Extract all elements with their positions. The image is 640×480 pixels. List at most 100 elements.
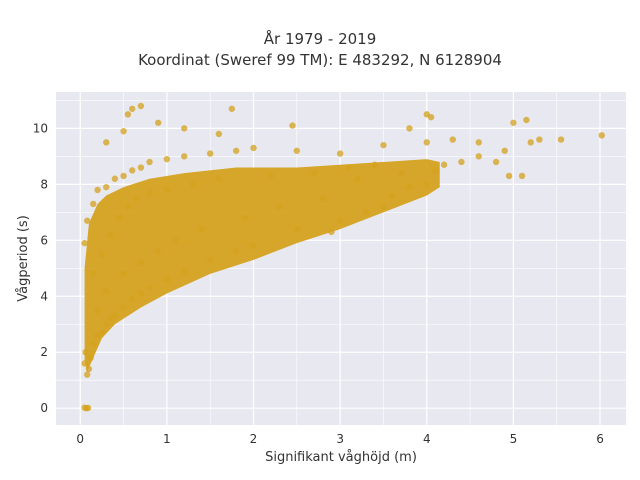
scatter-point — [458, 158, 465, 166]
scatter-point — [103, 287, 110, 294]
scatter-point — [380, 203, 387, 210]
scatter-point — [475, 139, 482, 146]
scatter-point — [510, 119, 517, 126]
scatter-point — [336, 150, 344, 157]
scatter-point — [293, 147, 301, 154]
scatter-point — [155, 248, 162, 255]
scatter-point — [423, 139, 430, 146]
scatter-point — [475, 153, 482, 160]
scatter-point — [90, 200, 97, 208]
scatter-point — [380, 141, 387, 149]
scatter-point — [155, 119, 162, 126]
scatter-point — [336, 217, 344, 224]
data-points — [81, 102, 605, 412]
scatter-point — [181, 125, 188, 132]
scatter-point — [371, 161, 378, 168]
scatter-point — [432, 167, 439, 174]
scatter-point — [146, 284, 153, 292]
scatter-point — [289, 122, 296, 129]
scatter-point — [83, 217, 91, 224]
scatter-point — [206, 256, 214, 264]
scatter-point — [90, 340, 97, 348]
scatter-point — [111, 175, 119, 182]
scatter-point — [440, 161, 448, 168]
scatter-point — [598, 132, 605, 139]
scatter-point — [129, 167, 136, 174]
y-tick-label: 8 — [40, 177, 48, 191]
scatter-point — [85, 365, 93, 373]
scatter-point — [328, 228, 335, 236]
scatter-point — [146, 189, 153, 196]
scatter-point — [215, 130, 223, 138]
scatter-point — [449, 136, 456, 143]
scatter-point — [505, 172, 513, 180]
scatter-point — [492, 158, 500, 166]
y-axis-title: Vågperiod (s) — [16, 215, 31, 302]
scatter-point — [163, 276, 171, 283]
scatter-point — [206, 150, 214, 157]
scatter-point — [137, 102, 145, 110]
scatter-point — [501, 147, 508, 154]
scatter-point — [107, 231, 114, 238]
scatter-point — [228, 105, 236, 112]
scatter-point — [397, 169, 404, 177]
scatter-point — [423, 181, 430, 188]
scatter-point — [310, 169, 318, 177]
scatter-point — [232, 248, 240, 255]
scatter-point — [116, 214, 123, 222]
scatter-point — [189, 181, 197, 188]
scatter-point — [94, 307, 101, 314]
scatter-point — [241, 214, 249, 222]
scatter-point — [163, 186, 171, 194]
scatter-point — [124, 111, 132, 118]
scatter-point — [523, 116, 530, 124]
scatter-point — [129, 105, 136, 112]
tick-labels: 0 1 2 3 4 5 6 0 2 4 6 8 10 — [33, 121, 604, 446]
scatter-point — [129, 295, 136, 303]
y-tick-label: 4 — [40, 289, 48, 303]
scatter-point — [87, 354, 94, 362]
scatter-point — [133, 195, 140, 202]
scatter-point — [518, 172, 526, 180]
y-tick-label: 2 — [40, 345, 48, 359]
scatter-point — [103, 139, 110, 146]
x-tick-label: 5 — [510, 432, 518, 446]
scatter-point — [98, 329, 106, 336]
scatter-point — [111, 312, 119, 320]
x-tick-label: 1 — [163, 432, 171, 446]
scatter-point — [103, 321, 110, 328]
scatter-point — [536, 136, 543, 143]
scatter-point — [120, 172, 127, 180]
scatter-point — [250, 144, 257, 152]
scatter-point — [362, 209, 370, 216]
scatter-point — [146, 158, 153, 166]
scatter-point — [557, 136, 565, 143]
scatter-point — [215, 175, 223, 182]
scatter-point — [137, 259, 145, 266]
y-tick-label: 0 — [40, 401, 48, 415]
scatter-point — [90, 270, 97, 278]
scatter-point — [103, 183, 110, 191]
scatter-point — [427, 113, 435, 121]
x-tick-label: 0 — [76, 432, 84, 446]
scatter-point — [345, 164, 352, 171]
scatter-point — [198, 225, 205, 233]
scatter-point — [124, 203, 132, 210]
x-tick-label: 2 — [250, 432, 258, 446]
scatter-point — [406, 125, 413, 132]
scatter-point — [84, 404, 92, 412]
chart-title: År 1979 - 2019 — [263, 30, 377, 48]
scatter-point — [527, 139, 534, 146]
scatter-point — [319, 195, 327, 202]
scatter-point — [267, 172, 275, 180]
scatter-point — [81, 360, 88, 367]
scatter-point — [94, 186, 101, 194]
scatter-point — [293, 225, 301, 233]
x-axis-title: Signifikant våghöjd (m) — [265, 450, 417, 465]
scatter-point — [137, 290, 145, 297]
y-tick-label: 6 — [40, 233, 48, 247]
scatter-point — [181, 267, 188, 275]
scatter-point — [406, 183, 413, 191]
y-tick-label: 10 — [33, 121, 48, 135]
